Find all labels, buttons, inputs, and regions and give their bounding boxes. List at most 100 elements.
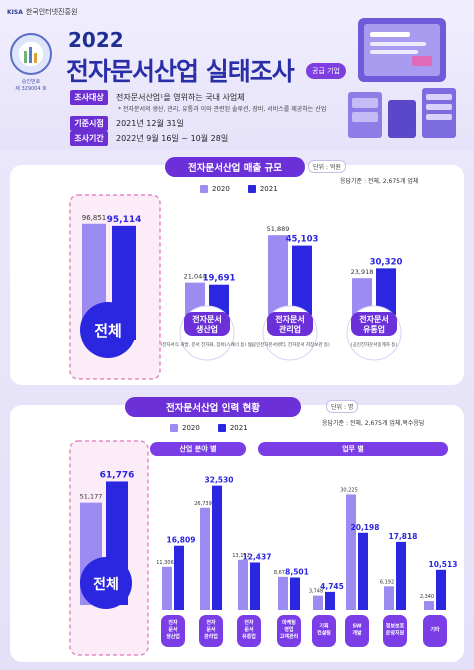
info-target-label: 조사대상 [70, 90, 108, 105]
legend-swatch-2021 [217, 424, 226, 432]
label-distribution-2020: 13,132 [232, 553, 250, 559]
document-illustration-icon [348, 18, 456, 138]
category-label-management-0: 전자 [206, 619, 216, 626]
category-label-security-1: 운영지원 [386, 630, 405, 637]
category-pill-production [184, 312, 230, 336]
label-production-2021: 16,809 [167, 536, 196, 545]
info-basedate-label: 기준시점 [70, 116, 108, 131]
label-security-2021: 17,818 [389, 532, 418, 541]
approval-seal-icon [10, 33, 52, 75]
bar-distribution-2021 [250, 562, 260, 610]
category-name-production: 전자문서 [192, 314, 221, 324]
bar-management-2020 [268, 235, 288, 315]
info-period: 조사기간 2022년 9월 16일 ~ 10월 28일 [70, 131, 228, 146]
label-security-2020: 6,192 [380, 579, 394, 585]
info-target-value: 전자문서산업¹을 영위하는 국내 사업체 [116, 93, 245, 102]
bar-other-2020 [424, 601, 434, 610]
category-label-security-0: 정보보호 [386, 623, 405, 630]
sales-basis: 응답기준 : 전체, 2,675개 업체 [340, 178, 419, 185]
sales-legend-label-2020: 2020 [212, 185, 230, 193]
bar-planning-2021 [325, 591, 335, 610]
label-management-2021: 32,530 [205, 476, 234, 485]
category-pill-management [199, 615, 223, 647]
category-pill-other [423, 615, 447, 647]
bar-security-2020 [384, 586, 394, 610]
info-period-label: 조사기간 [70, 131, 108, 146]
category-label-management-1: 문서 [206, 626, 216, 633]
workforce-legend-2021: 2021 [217, 424, 248, 432]
category-label-distribution-0: 전자 [244, 619, 254, 626]
info-period-value: 2022년 9월 16일 ~ 10월 28일 [116, 134, 229, 143]
category-label-sw-dev-1: 개발 [352, 630, 362, 637]
bar-production-2021 [174, 545, 184, 610]
bar-sw-dev-2020 [346, 494, 356, 610]
info-basedate-value: 2021년 12월 31일 [116, 119, 184, 128]
label-distribution-2021: 12,437 [243, 552, 272, 561]
legend-swatch-2021 [247, 185, 256, 193]
label-total-2020: 96,851 [82, 214, 107, 222]
seal-caption: 승인번호 [21, 79, 41, 85]
bar-marketing-2020 [278, 576, 288, 610]
category-label-distribution-1: 문서 [244, 626, 254, 633]
category-label-distribution-2: 유통업 [242, 633, 256, 640]
sales-title: 전자문서산업 매출 규모 [165, 157, 305, 177]
category-label-sw-dev-0: SW [352, 624, 362, 630]
category-note-production: (전자서식 개발, 문서 전자화, 장비(스캐너 등) 등) [161, 341, 254, 348]
sales-panel: 96,851 95,114 전체 21,044 19,691 전자문서 생산업 (전자서식 개… [10, 165, 464, 385]
category-type-management: 관리업 [279, 324, 301, 334]
workforce-unit: 단위 : 명 [326, 400, 359, 413]
category-pill-management [267, 312, 313, 336]
category-label-marketing-2: 고객관리 [280, 633, 299, 640]
seal-number: 제 329004 호 [15, 86, 47, 92]
job-group-header: 업무 별 [258, 442, 448, 456]
label-planning-2021: 4,745 [320, 582, 344, 591]
category-pill-planning [312, 615, 336, 647]
workforce-basis: 응답기준 : 전체, 2,675개 업체,복수응답 [322, 420, 425, 427]
workforce-legend-2020: 2020 [170, 424, 200, 432]
bar-distribution-2020 [238, 559, 248, 610]
category-label-planning-1: 컨설팅 [317, 630, 331, 637]
label-other-2020: 2,340 [420, 594, 434, 600]
category-type-production: 생산업 [196, 324, 218, 334]
total-circle [80, 557, 132, 609]
total-circle [80, 302, 136, 358]
category-pill-security [383, 615, 407, 647]
label-management-2020: 51,889 [267, 225, 290, 233]
bar-distribution-2020 [352, 278, 372, 315]
org-logo-mark: KISA [7, 8, 23, 16]
label-planning-2020: 3,748 [309, 589, 323, 595]
total-circle-label: 전체 [93, 576, 119, 593]
category-name-distribution: 전자문서 [359, 314, 388, 324]
category-name-management: 전자문서 [275, 314, 304, 324]
bar-production-2020 [162, 566, 172, 610]
bar-management-2020 [200, 507, 210, 610]
industry-group-header: 산업 분야 별 [150, 442, 246, 456]
info-target: 조사대상 전자문서산업¹을 영위하는 국내 사업체 [70, 90, 245, 105]
label-other-2021: 10,513 [429, 560, 458, 569]
category-label-management-2: 관리업 [204, 633, 218, 640]
category-pill-distribution [351, 312, 397, 336]
sales-legend-2021: 2021 [247, 185, 278, 193]
label-distribution-2020: 23,918 [351, 268, 374, 276]
category-label-production-1: 문서 [168, 626, 178, 633]
bar-marketing-2021 [290, 577, 300, 610]
total-circle-label: 전체 [94, 322, 122, 340]
category-note-management: (공인전자문서센터, 전자문서 저장보관 등) [250, 341, 330, 348]
workforce-panel: 51,177 61,776 전체 11,306 16,809 전자 문서 생산업 26,739 3… [10, 405, 464, 662]
workforce-legend: 2020 2021 [170, 424, 248, 432]
label-production-2020: 11,306 [156, 560, 174, 566]
bar-sw-dev-2021 [358, 532, 368, 610]
category-pill-production [161, 615, 185, 647]
category-type-distribution: 유통업 [363, 324, 385, 334]
sales-legend: 2020 2021 [200, 185, 278, 193]
category-label-production-2: 생산업 [166, 633, 180, 640]
sales-legend-label-2021: 2021 [259, 185, 278, 193]
info-target-note: * 전자문서의 생산, 관리, 유통과 이와 관련된 솔루션, 장비, 서비스를… [118, 106, 327, 113]
bar-planning-2020 [313, 595, 323, 610]
bar-distribution-2021 [376, 268, 396, 315]
label-production-2021: 19,691 [203, 274, 236, 284]
label-management-2021: 45,103 [286, 235, 319, 245]
bar-other-2021 [436, 569, 446, 610]
